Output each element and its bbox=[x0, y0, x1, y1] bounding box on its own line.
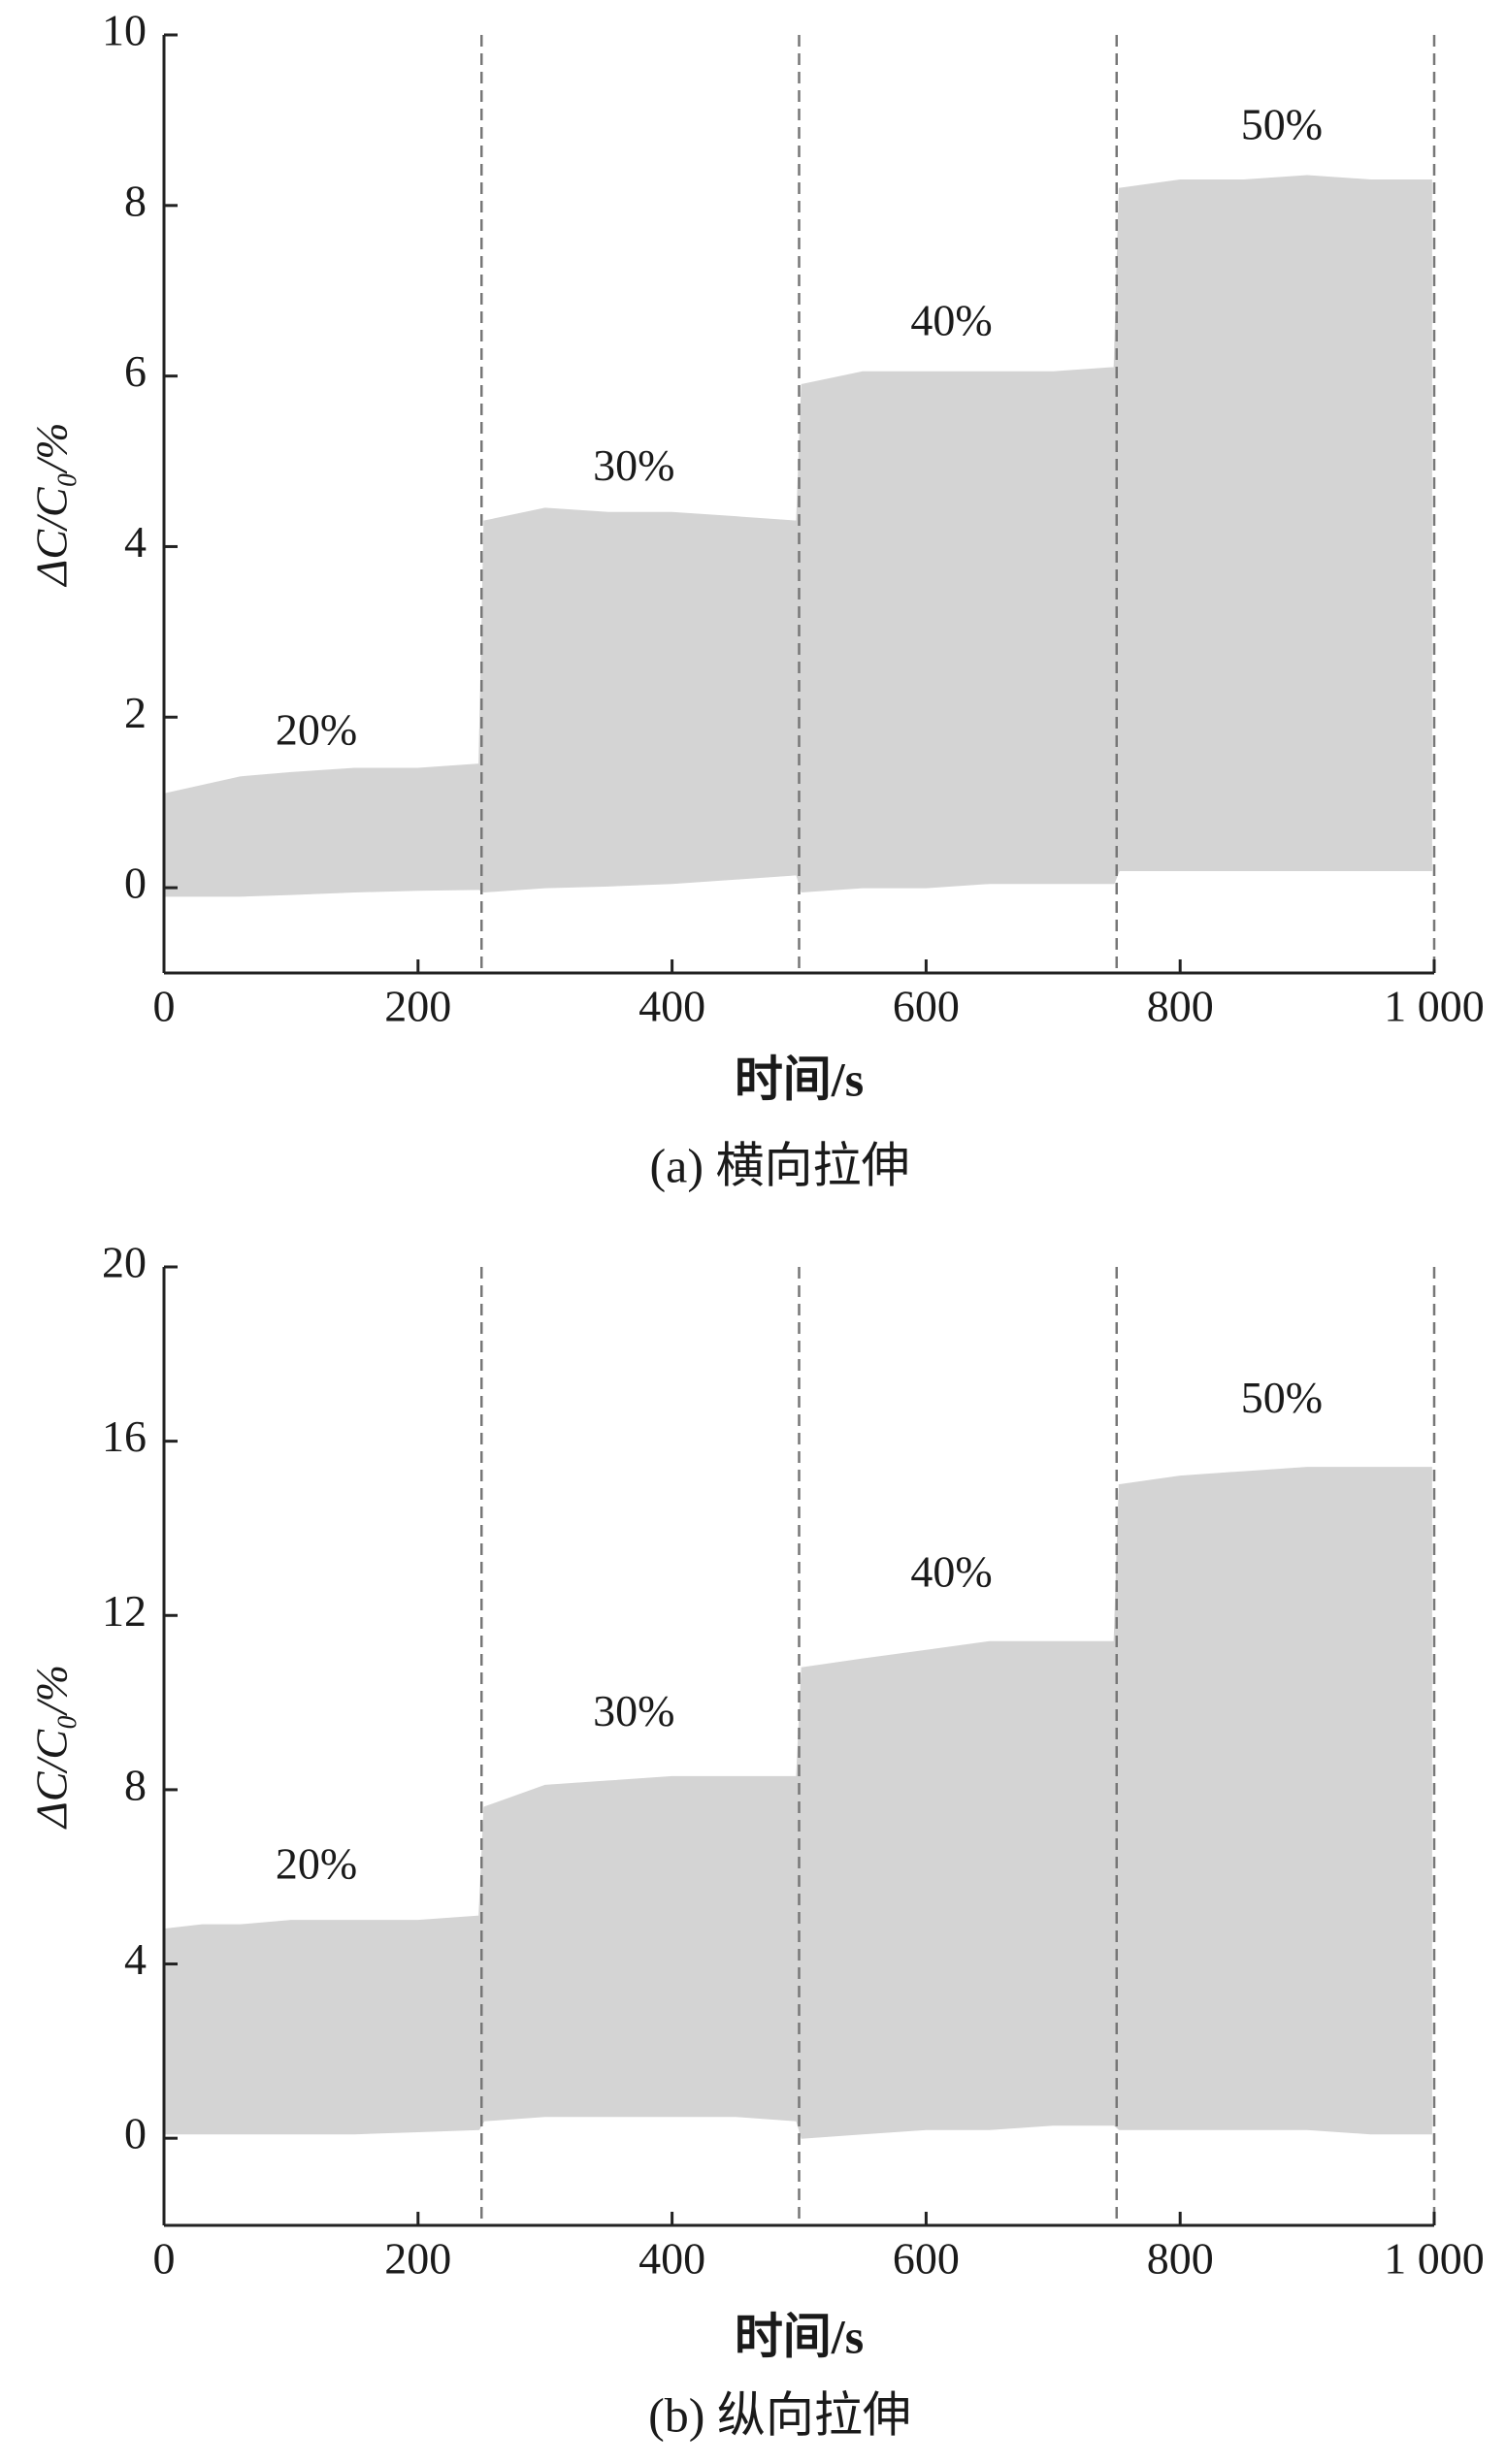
y-tick-label: 0 bbox=[124, 859, 147, 908]
annotation: 40% bbox=[910, 1546, 992, 1596]
x-axis-label: 时间/s bbox=[735, 2309, 864, 2363]
x-tick-label: 800 bbox=[1147, 2234, 1214, 2284]
x-tick-label: 0 bbox=[153, 982, 176, 1031]
x-tick-label: 200 bbox=[384, 982, 451, 1031]
y-tick-label: 4 bbox=[124, 517, 147, 567]
y-tick-label: 0 bbox=[124, 2109, 147, 2158]
y-tick-label: 2 bbox=[124, 688, 147, 737]
y-tick-label: 12 bbox=[102, 1586, 147, 1636]
x-tick-label: 800 bbox=[1147, 982, 1214, 1031]
y-tick-label: 10 bbox=[102, 6, 147, 55]
x-tick-label: 1 000 bbox=[1384, 2234, 1485, 2284]
annotation: 30% bbox=[593, 1686, 674, 1735]
x-tick-label: 400 bbox=[638, 2234, 705, 2284]
caption: (a) 横向拉伸 bbox=[650, 1138, 910, 1192]
y-tick-label: 6 bbox=[124, 346, 147, 396]
x-tick-label: 600 bbox=[893, 982, 960, 1031]
x-tick-label: 600 bbox=[893, 2234, 960, 2284]
x-tick-label: 400 bbox=[638, 982, 705, 1031]
y-tick-label: 20 bbox=[102, 1238, 147, 1287]
y-tick-label: 4 bbox=[124, 1934, 147, 1984]
annotation: 50% bbox=[1241, 1373, 1323, 1422]
annotation: 40% bbox=[910, 295, 992, 344]
x-axis-label: 时间/s bbox=[735, 1052, 864, 1106]
y-tick-label: 8 bbox=[124, 176, 147, 225]
annotation: 50% bbox=[1241, 99, 1323, 148]
signal-band bbox=[163, 1467, 1432, 2139]
y-axis-label: ΔC/C₀/% bbox=[27, 422, 77, 587]
y-axis-label: ΔC/C₀/% bbox=[27, 1665, 77, 1830]
y-tick-label: 16 bbox=[102, 1411, 147, 1461]
y-tick-label: 8 bbox=[124, 1760, 147, 1809]
chart: 0 200 400 600 800 1 000 0 4 8 12 16 20 20% 30% 40% 50% 时… bbox=[27, 1238, 1485, 2443]
annotation: 30% bbox=[593, 440, 674, 490]
annotation: 20% bbox=[276, 1838, 357, 1888]
x-tick-label: 200 bbox=[384, 2234, 451, 2284]
x-tick-label: 1 000 bbox=[1384, 982, 1485, 1031]
annotation: 20% bbox=[276, 704, 357, 754]
signal-band bbox=[163, 175, 1432, 897]
chart: 0 200 400 600 800 1 000 0 2 4 6 8 10 20% 30% 40% 50% 时间/… bbox=[27, 6, 1485, 1193]
caption: (b) 纵向拉伸 bbox=[648, 2387, 911, 2442]
x-tick-label: 0 bbox=[153, 2234, 176, 2284]
